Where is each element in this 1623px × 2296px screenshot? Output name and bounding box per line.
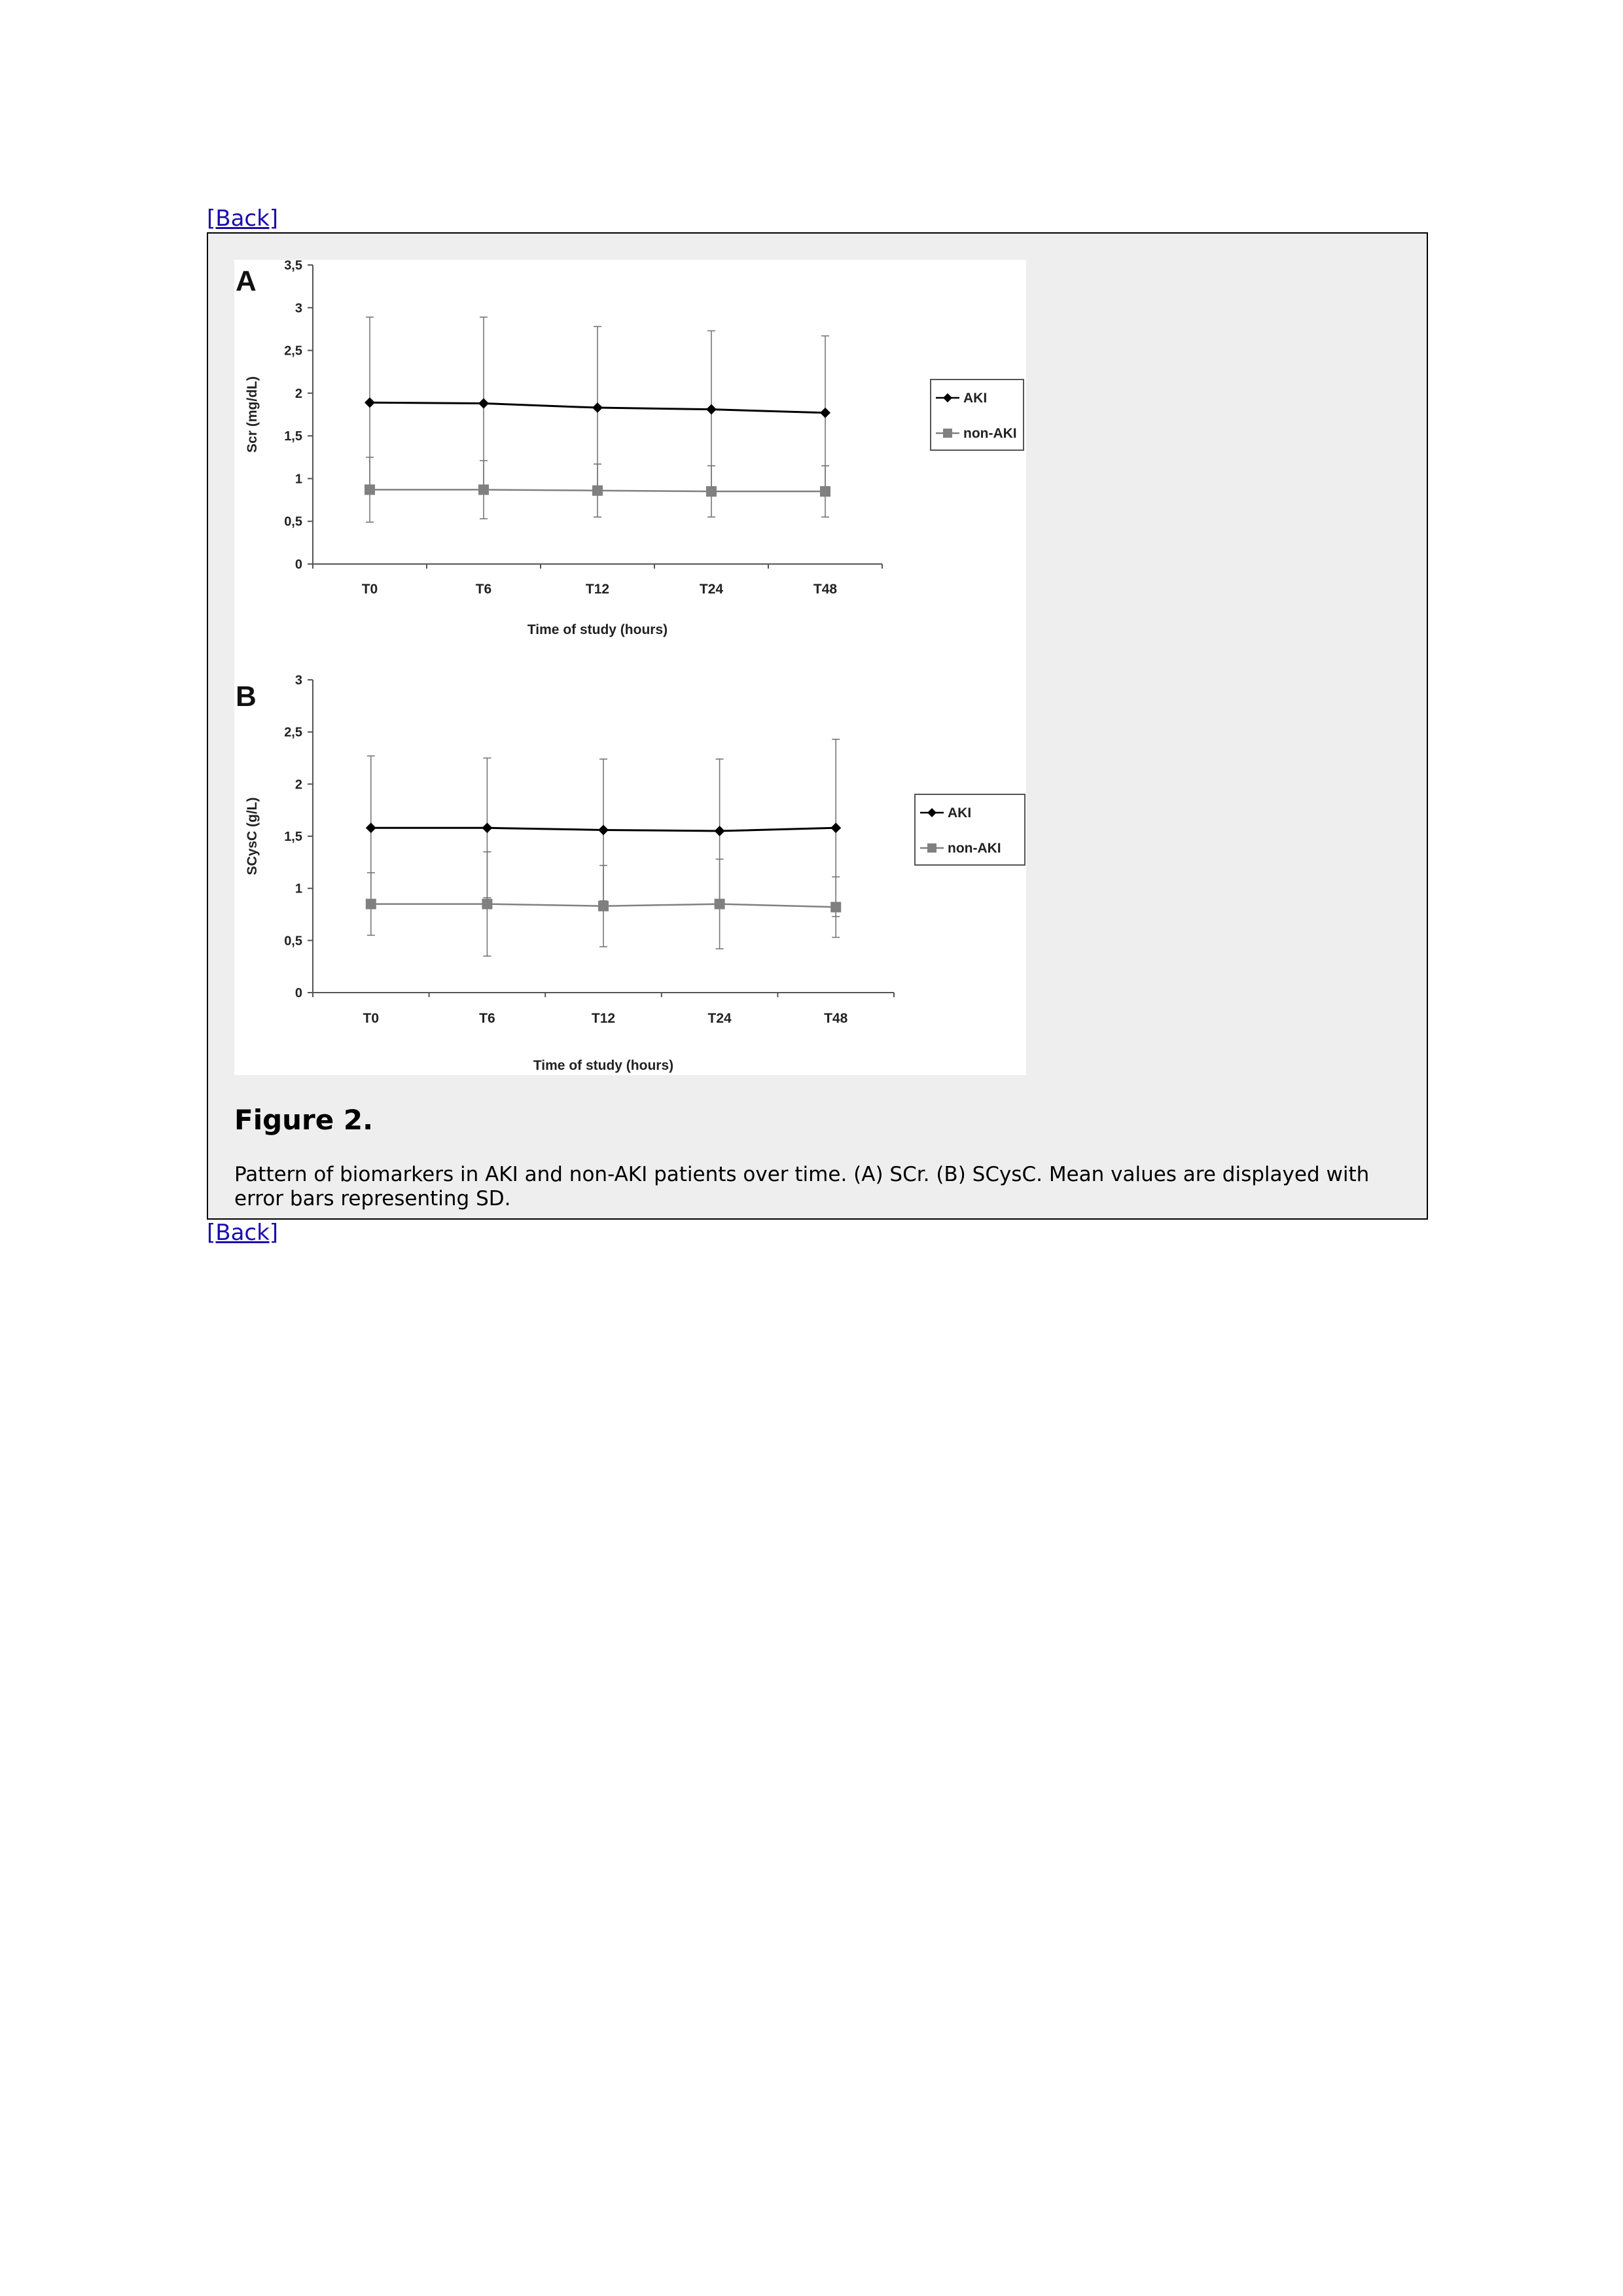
p0-non-aki-point [706,486,717,497]
figure-container: A 0 0,5 1 1,5 2 2,5 3 3,5 T0 T6 T12 T24 T48 Time of st… [207,232,1428,1220]
p1-aki-point [714,826,725,837]
p1-aki-legend-marker [927,808,936,817]
p1-aki-point [598,824,609,836]
p1-non-aki-legend-label: non-AKI [948,841,1001,856]
figure-title: Figure 2. [234,1104,374,1136]
p1-y-tick-label: 1,5 [284,830,302,844]
p1-x-tick-label: T0 [363,1011,380,1026]
p1-legend-box [914,794,1026,866]
p1-aki-point [830,822,842,834]
p1-non-aki-point [365,898,376,910]
p0-non-aki-point [820,486,830,497]
p0-legend-box [930,379,1024,451]
p0-non-aki-legend-label: non-AKI [963,426,1017,441]
p1-x-tick-label: T6 [479,1011,495,1026]
p0-y-tick-label: 2,5 [284,344,302,359]
p1-non-aki-point [482,898,493,910]
p0-aki-legend-marker [943,393,952,402]
p0-aki-point [706,404,717,415]
chart-panel: A 0 0,5 1 1,5 2 2,5 3 3,5 T0 T6 T12 T24 T48 Time of st… [234,260,1026,1075]
p0-panel-label: A [236,265,257,297]
p0-aki-point [820,407,830,418]
p0-aki-legend-label: AKI [963,391,987,406]
p1-x-tick-label: T48 [824,1011,848,1026]
p1-y-tick-label: 1 [295,882,302,896]
p0-aki-point [592,402,603,414]
p0-x-tick-label: T48 [813,582,838,597]
p1-x-tick-label: T24 [708,1011,732,1026]
p1-y-tick-label: 0 [295,986,302,1000]
p1-y-axis-title: SCysC (g/L) [245,797,260,875]
p0-non-aki-point [365,484,375,495]
back-link-top[interactable]: [Back] [207,205,279,232]
p0-y-axis-title: Scr (mg/dL) [245,376,260,453]
p0-y-tick-label: 3,5 [284,260,302,273]
p0-y-tick-label: 0 [295,557,302,572]
p0-aki-point [478,398,489,409]
figure-caption: Pattern of biomarkers in AKI and non-AKI… [234,1163,1370,1210]
p1-y-tick-label: 2,5 [284,726,302,740]
p1-y-tick-label: 2 [295,777,302,792]
p1-non-aki-point [714,898,725,910]
p0-y-tick-label: 3 [295,301,302,315]
p0-aki-point [365,397,375,408]
back-link-bottom[interactable]: [Back] [207,1220,279,1246]
p1-non-aki-legend-marker [927,843,936,853]
p0-y-tick-label: 2 [295,387,302,401]
p1-panel-label: B [236,680,257,713]
p1-y-tick-label: 0,5 [284,934,302,948]
p0-x-axis-title: Time of study (hours) [527,622,668,637]
p0-y-tick-label: 1 [295,472,302,486]
p1-non-aki-point [830,902,842,913]
p1-x-tick-label: T12 [592,1011,615,1026]
p0-non-aki-point [592,485,603,496]
p0-non-aki-legend-marker [943,429,952,438]
p0-x-tick-label: T6 [476,582,492,597]
p0-x-tick-label: T12 [586,582,609,597]
p0-x-tick-label: T24 [700,582,724,597]
p0-non-aki-point [478,484,489,495]
p1-x-axis-title: Time of study (hours) [533,1058,673,1073]
p0-y-tick-label: 0,5 [284,515,302,529]
biomarker-charts: A 0 0,5 1 1,5 2 2,5 3 3,5 T0 T6 T12 T24 T48 Time of st… [236,260,1026,1073]
p1-aki-point [365,822,376,834]
p1-y-tick-label: 3 [295,673,302,688]
p1-aki-point [482,822,493,834]
p1-aki-legend-label: AKI [948,805,971,821]
p0-y-tick-label: 1,5 [284,429,302,444]
p0-x-tick-label: T0 [362,582,378,597]
p1-non-aki-point [598,900,609,911]
